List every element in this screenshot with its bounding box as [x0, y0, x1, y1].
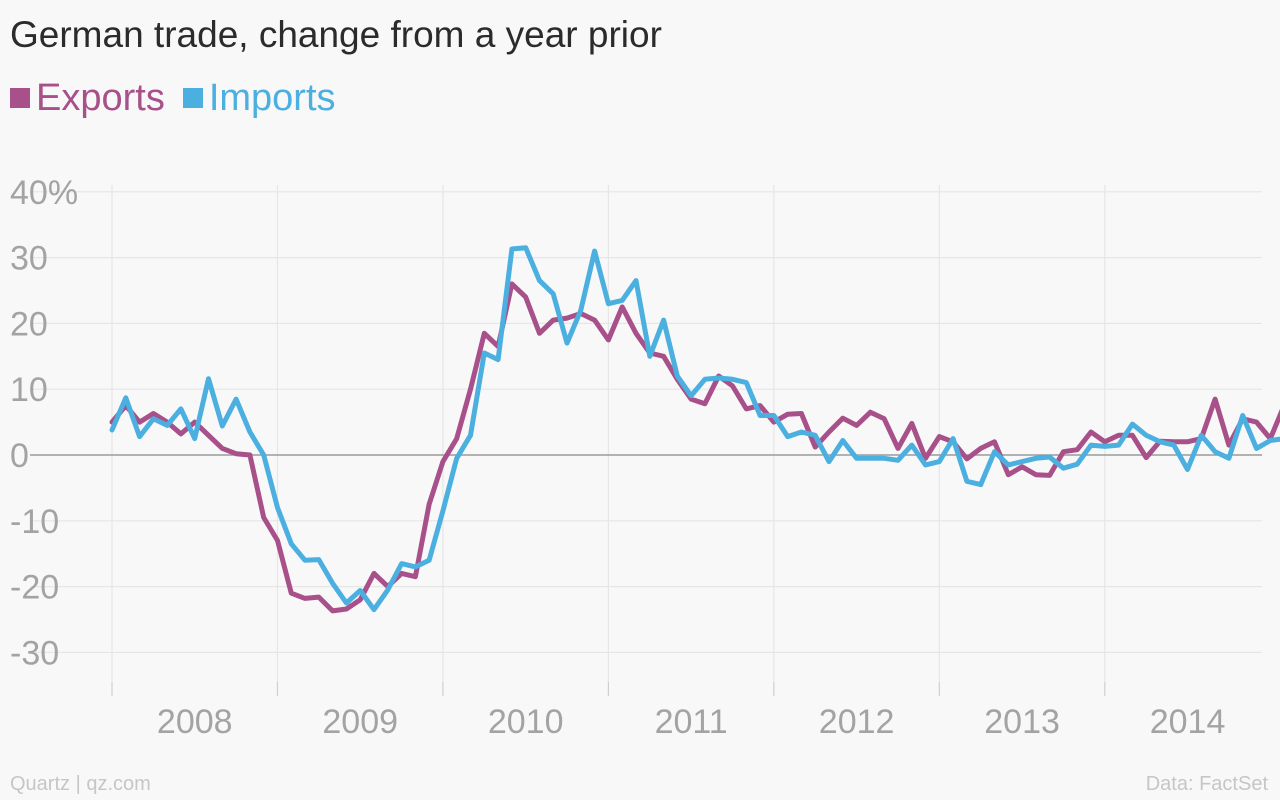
- y-tick-label: -10: [10, 503, 59, 541]
- chart-legend: Exports Imports: [10, 76, 336, 120]
- legend-swatch-exports: [10, 88, 30, 108]
- y-tick-label: 10: [10, 371, 48, 409]
- legend-item-exports: Exports: [10, 77, 165, 120]
- source-credit: Quartz | qz.com: [10, 773, 151, 795]
- legend-swatch-imports: [182, 88, 203, 108]
- y-tick-label: 20: [10, 305, 48, 343]
- y-tick-label: -30: [10, 634, 59, 672]
- x-tick-label: 2010: [488, 703, 564, 741]
- y-tick-label: -20: [10, 569, 59, 607]
- y-tick-label: 30: [10, 240, 48, 278]
- legend-item-imports: Imports: [182, 76, 336, 120]
- legend-label-exports: Exports: [36, 76, 165, 119]
- y-tick-label: 40%: [10, 174, 78, 212]
- series-line-exports: [109, 281, 1280, 614]
- x-tick-label: 2012: [819, 703, 895, 741]
- data-source: Data: FactSet: [1145, 773, 1268, 795]
- x-tick-label: 2008: [157, 703, 233, 741]
- x-tick-label: 2014: [1150, 703, 1226, 741]
- legend-label-imports: Imports: [208, 76, 336, 119]
- x-tick-label: 2009: [322, 703, 398, 741]
- x-tick-label: 2011: [655, 703, 728, 741]
- series-line-imports: [109, 245, 1280, 613]
- y-tick-label: 0: [10, 437, 29, 475]
- chart-title: German trade, change from a year prior: [10, 14, 662, 55]
- x-tick-label: 2013: [984, 703, 1060, 741]
